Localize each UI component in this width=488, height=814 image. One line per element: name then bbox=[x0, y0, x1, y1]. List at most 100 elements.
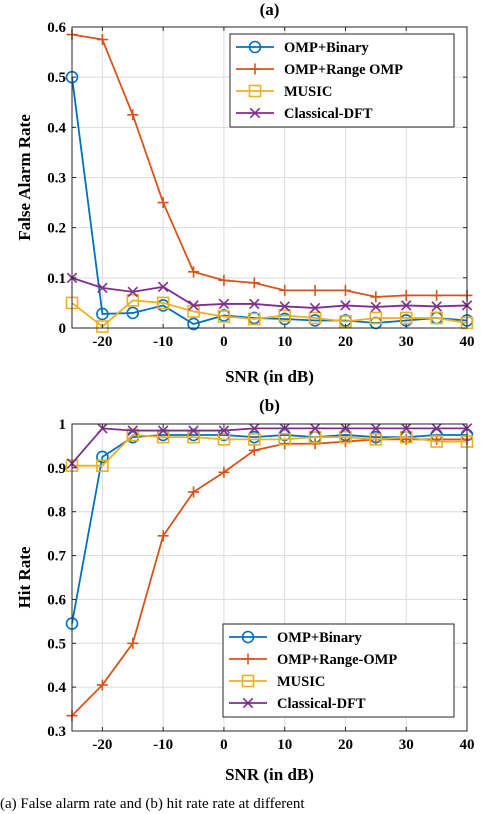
data-point-omp_range bbox=[309, 284, 321, 296]
data-point-classical_dft bbox=[431, 301, 442, 312]
x-tick-label: 30 bbox=[399, 334, 414, 350]
x-tick-label: -20 bbox=[92, 334, 112, 350]
data-point-classical_dft bbox=[400, 300, 412, 311]
data-point-music bbox=[156, 296, 170, 310]
x-tick-label: 40 bbox=[460, 334, 475, 350]
data-point-omp_range bbox=[96, 679, 108, 691]
data-point-omp_binary bbox=[126, 306, 140, 320]
legend-entry-label: OMP+Range OMP bbox=[284, 62, 403, 78]
chart-panel-b: -20 -10 0 10 20 30 40 0.3 0.4 0.5 0.6 0.7 0.8 0.9 1 (b)… bbox=[15, 396, 475, 784]
data-point-omp_range bbox=[157, 530, 169, 542]
y-tick-label: 0.2 bbox=[47, 221, 66, 237]
series-line-classical_dft bbox=[71, 276, 468, 309]
data-point-classical_dft bbox=[309, 302, 321, 314]
y-tick-label: 0.9 bbox=[47, 461, 66, 477]
data-point-music bbox=[96, 320, 109, 333]
data-point-music bbox=[278, 433, 291, 446]
x-tick-label: 20 bbox=[338, 737, 353, 753]
legend-marker-omp_range bbox=[249, 63, 261, 75]
data-point-classical_dft bbox=[340, 300, 351, 311]
legend-marker-omp_range bbox=[242, 653, 254, 665]
data-point-omp_range bbox=[248, 444, 260, 456]
x-tick-label: 30 bbox=[399, 737, 414, 753]
data-point-omp_range bbox=[96, 34, 108, 46]
y-tick-label: 0 bbox=[59, 321, 67, 337]
data-point-music bbox=[126, 294, 140, 307]
legend-entry-label: OMP+Binary bbox=[284, 40, 370, 56]
series-omp_range bbox=[66, 29, 473, 303]
data-point-classical_dft bbox=[188, 300, 199, 311]
x-tick-label: 10 bbox=[277, 334, 292, 350]
data-point-omp_range bbox=[431, 289, 443, 301]
data-point-classical_dft bbox=[249, 423, 260, 434]
x-tick-label: 20 bbox=[338, 334, 353, 350]
data-point-classical_dft bbox=[97, 423, 108, 434]
legend-marker-music bbox=[248, 84, 262, 98]
data-point-classical_dft bbox=[279, 423, 290, 434]
data-point-music bbox=[248, 312, 261, 326]
x-tick-label: -10 bbox=[153, 737, 173, 753]
series-line-omp_binary bbox=[71, 434, 467, 624]
data-point-classical_dft bbox=[370, 423, 382, 434]
legend-entry-label: Classical-DFT bbox=[284, 106, 373, 122]
data-point-classical_dft bbox=[127, 425, 139, 436]
data-point-classical_dft bbox=[340, 423, 351, 434]
data-point-music bbox=[430, 311, 443, 325]
data-point-omp_range bbox=[309, 438, 321, 450]
x-tick-label: 10 bbox=[277, 737, 292, 753]
axes-frame bbox=[71, 423, 468, 732]
x-tick-label: 0 bbox=[220, 334, 228, 350]
legend-marker-omp_binary bbox=[248, 40, 262, 54]
data-point-classical_dft bbox=[309, 423, 321, 434]
legend-marker-music bbox=[241, 674, 255, 688]
data-point-music bbox=[248, 433, 261, 446]
data-point-music bbox=[217, 310, 231, 323]
chart-title: (a) bbox=[260, 0, 280, 19]
y-tick-label: 0.5 bbox=[47, 70, 66, 86]
data-point-omp_range bbox=[218, 466, 230, 478]
chart-panel-a: -20 -10 0 10 20 30 40 0 0.1 0.2 0.3 0.4 0.5 0.6 (a) SNR… bbox=[15, 0, 475, 386]
data-point-classical_dft bbox=[431, 423, 442, 434]
x-axis-label: SNR (in dB) bbox=[225, 765, 314, 784]
chart-title: (b) bbox=[259, 396, 280, 415]
series-classical_dft bbox=[66, 423, 473, 469]
data-point-music bbox=[369, 433, 383, 446]
data-point-omp_range bbox=[339, 284, 351, 296]
y-tick-label: 0.4 bbox=[47, 120, 66, 136]
x-tick-label: -10 bbox=[153, 334, 173, 350]
data-point-music bbox=[399, 311, 413, 325]
data-point-classical_dft bbox=[218, 425, 230, 436]
y-tick-label: 0.5 bbox=[47, 636, 66, 652]
data-point-classical_dft bbox=[218, 298, 230, 310]
data-point-classical_dft bbox=[370, 301, 382, 313]
data-point-music bbox=[308, 430, 322, 444]
legend-marker-classical_dft bbox=[249, 107, 261, 119]
data-point-omp_range bbox=[400, 289, 412, 301]
legend-entry-label: OMP+Binary bbox=[277, 630, 363, 646]
y-tick-label: 0.8 bbox=[47, 505, 66, 521]
y-axis-label: Hit Rate bbox=[15, 546, 34, 608]
y-axis-label: False Alarm Rate bbox=[15, 114, 34, 241]
data-point-omp_range bbox=[157, 197, 169, 209]
y-tick-label: 0.6 bbox=[47, 20, 66, 36]
data-point-music bbox=[308, 311, 322, 325]
x-axis-label: SNR (in dB) bbox=[225, 367, 314, 386]
data-point-classical_dft bbox=[279, 301, 290, 312]
legend-box bbox=[229, 33, 455, 128]
y-tick-label: 1 bbox=[59, 417, 67, 433]
series-line-classical_dft bbox=[71, 427, 467, 465]
legend-entry-label: MUSIC bbox=[277, 674, 325, 690]
data-point-music bbox=[399, 430, 413, 444]
y-tick-label: 0.6 bbox=[47, 592, 66, 608]
y-tick-label: 0.1 bbox=[47, 271, 66, 287]
data-point-classical_dft bbox=[188, 425, 199, 436]
data-point-music bbox=[339, 430, 352, 444]
data-point-omp_range bbox=[127, 109, 139, 121]
legend-box bbox=[222, 623, 455, 718]
legend-entry-label: OMP+Range-OMP bbox=[277, 652, 397, 668]
legend-entry-label: Classical-DFT bbox=[277, 696, 366, 712]
data-point-classical_dft bbox=[157, 425, 169, 436]
legend-marker-omp_binary bbox=[241, 630, 255, 644]
y-tick-label: 0.3 bbox=[47, 171, 66, 187]
